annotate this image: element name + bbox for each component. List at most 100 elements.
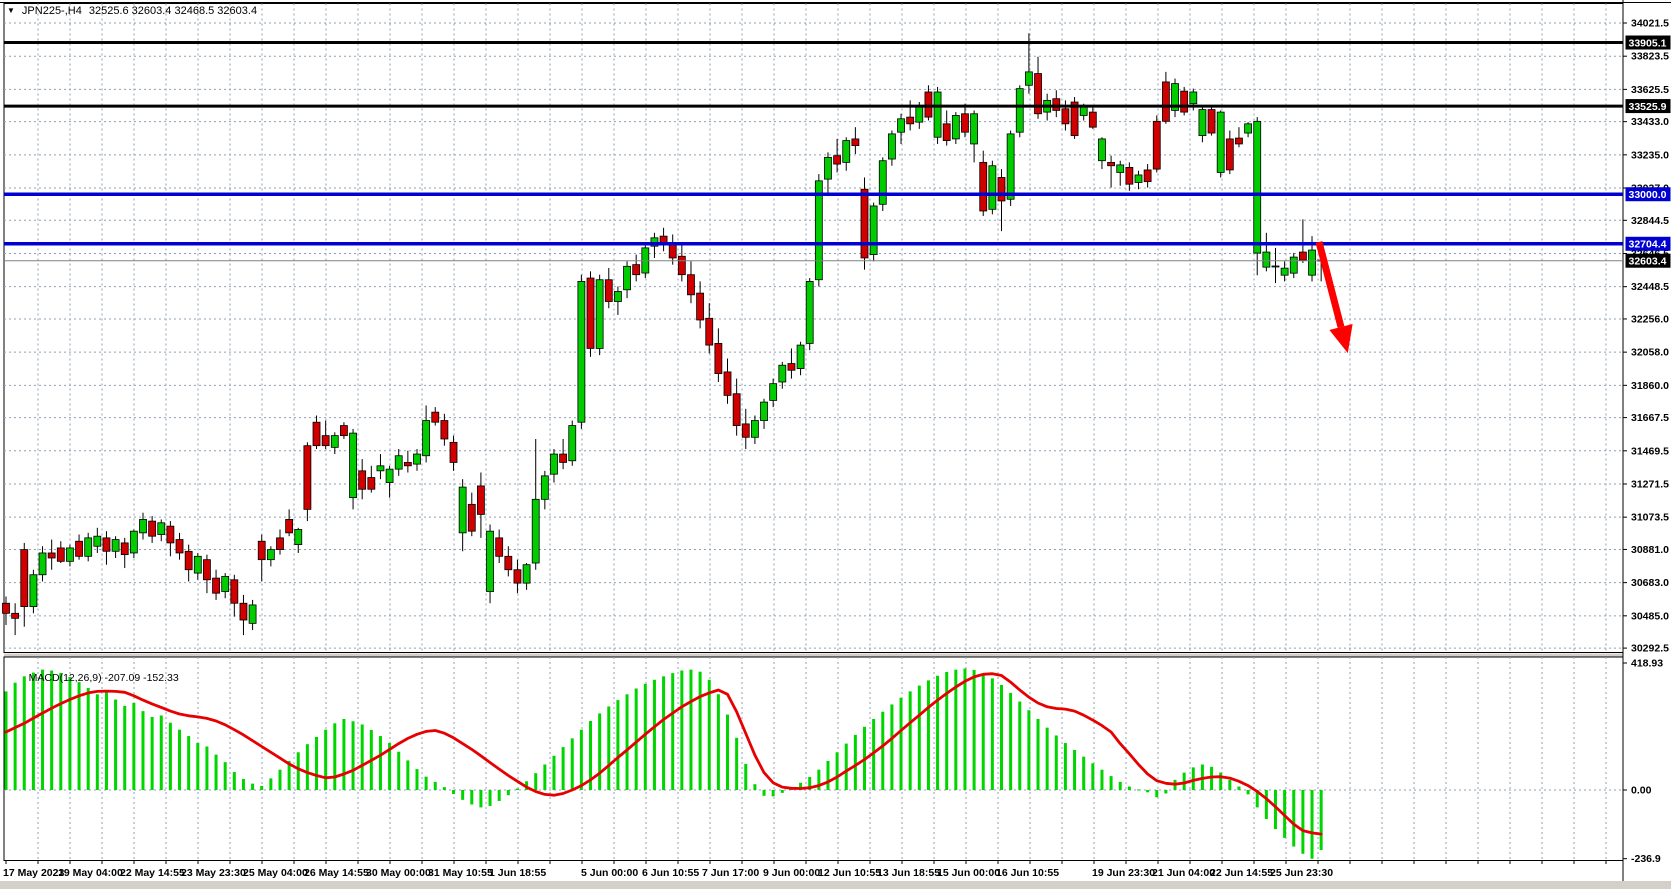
macd-bar	[1036, 718, 1040, 790]
candle	[632, 254, 641, 282]
candle	[47, 539, 56, 570]
macd-bar	[662, 676, 666, 790]
price-axis[interactable]: 34021.533823.533625.533433.033235.033037…	[1623, 18, 1671, 655]
time-tick-label: 23 May 23:30	[181, 867, 246, 879]
candle	[751, 415, 759, 445]
candle	[84, 532, 93, 562]
indicator-name: MACD(12,26,9)	[28, 672, 102, 684]
macd-bar	[415, 769, 419, 790]
candle	[540, 470, 549, 510]
candles-layer	[2, 33, 1326, 636]
candle-body	[814, 180, 823, 281]
macd-bar	[433, 781, 437, 790]
candle	[942, 110, 951, 146]
candle-body	[440, 420, 449, 440]
candle	[38, 546, 47, 582]
candle-body	[276, 537, 284, 551]
candle-body	[38, 552, 47, 576]
time-tick-label: 21 Jun 04:00	[1152, 867, 1215, 879]
candle	[367, 465, 376, 493]
macd-bar	[1164, 790, 1168, 794]
candle-body	[979, 161, 988, 212]
macd-bar	[461, 790, 465, 800]
candle	[239, 594, 248, 636]
candle-body	[1225, 138, 1234, 171]
candle	[276, 529, 284, 555]
candle	[266, 546, 275, 567]
trend-arrow-annotation[interactable]	[1315, 241, 1353, 354]
macd-bar	[497, 790, 501, 802]
candle-body	[120, 542, 129, 556]
candle	[358, 459, 367, 500]
macd-bar	[13, 682, 17, 790]
price-tick-label: 31271.5	[1631, 478, 1669, 490]
macd-bar	[351, 721, 355, 790]
arrow-head-icon[interactable]	[1329, 324, 1353, 354]
candle	[869, 202, 878, 262]
macd-bar	[561, 747, 565, 790]
candle-body	[677, 255, 686, 276]
candle-body	[513, 569, 522, 584]
candle-body	[906, 116, 915, 125]
time-tick-label: 22 May 14:55	[120, 867, 185, 879]
candle	[1098, 137, 1106, 170]
candle-body	[303, 445, 312, 510]
candle-body	[842, 140, 851, 163]
price-line-label: 32704.4	[1629, 239, 1667, 251]
candle	[303, 442, 312, 522]
macd-bar	[1292, 790, 1296, 847]
symbol-dropdown-icon[interactable]: ▼	[7, 6, 15, 15]
candle-body	[522, 564, 531, 584]
candle-body	[723, 371, 732, 396]
macd-bar	[899, 697, 903, 790]
candle-body	[1207, 109, 1216, 134]
price-tick-label: 30292.5	[1631, 643, 1669, 655]
macd-bar	[196, 743, 200, 790]
candle-body	[1125, 167, 1134, 185]
candle	[741, 408, 750, 450]
macd-bar	[972, 669, 976, 790]
candle	[157, 519, 166, 542]
candle	[230, 574, 239, 617]
candle	[349, 428, 357, 510]
macd-bar	[881, 711, 885, 790]
macd-bar	[1045, 727, 1049, 790]
indicator-axis[interactable]: 418.93 0.00 -236.9	[1623, 658, 1663, 866]
candle	[1152, 115, 1161, 173]
panel-separator[interactable]	[4, 653, 1623, 657]
macd-bar	[716, 694, 720, 790]
candle	[321, 420, 330, 450]
time-tick-label: 7 Jun 17:00	[702, 867, 759, 879]
candle-body	[687, 274, 695, 296]
macd-bar	[397, 751, 401, 790]
candle-body	[1244, 123, 1252, 134]
price-tick-label: 31469.5	[1631, 445, 1669, 457]
candle	[294, 527, 303, 553]
candle	[139, 512, 147, 540]
arrow-shaft[interactable]	[1315, 241, 1345, 328]
candle	[1161, 71, 1170, 124]
candle-body	[888, 133, 896, 160]
time-tick-label: 1 Jun 18:55	[489, 867, 546, 879]
candle	[696, 281, 705, 329]
candle-body	[970, 113, 978, 145]
candle	[413, 449, 421, 471]
candle	[285, 509, 294, 537]
candle-body	[869, 205, 878, 255]
candle	[2, 596, 10, 626]
candle	[1207, 105, 1216, 136]
candle	[1198, 105, 1207, 143]
candle	[796, 341, 805, 376]
candle-body	[1061, 108, 1070, 125]
macd-bar	[452, 790, 456, 795]
candle-body	[495, 537, 504, 557]
price-line-label: 33905.1	[1629, 37, 1667, 49]
macd-bar	[315, 736, 319, 790]
price-tick-label: 33433.0	[1631, 116, 1669, 128]
candle	[340, 422, 348, 439]
candle	[1225, 130, 1234, 175]
macd-bar	[543, 764, 547, 790]
candle	[769, 378, 778, 408]
